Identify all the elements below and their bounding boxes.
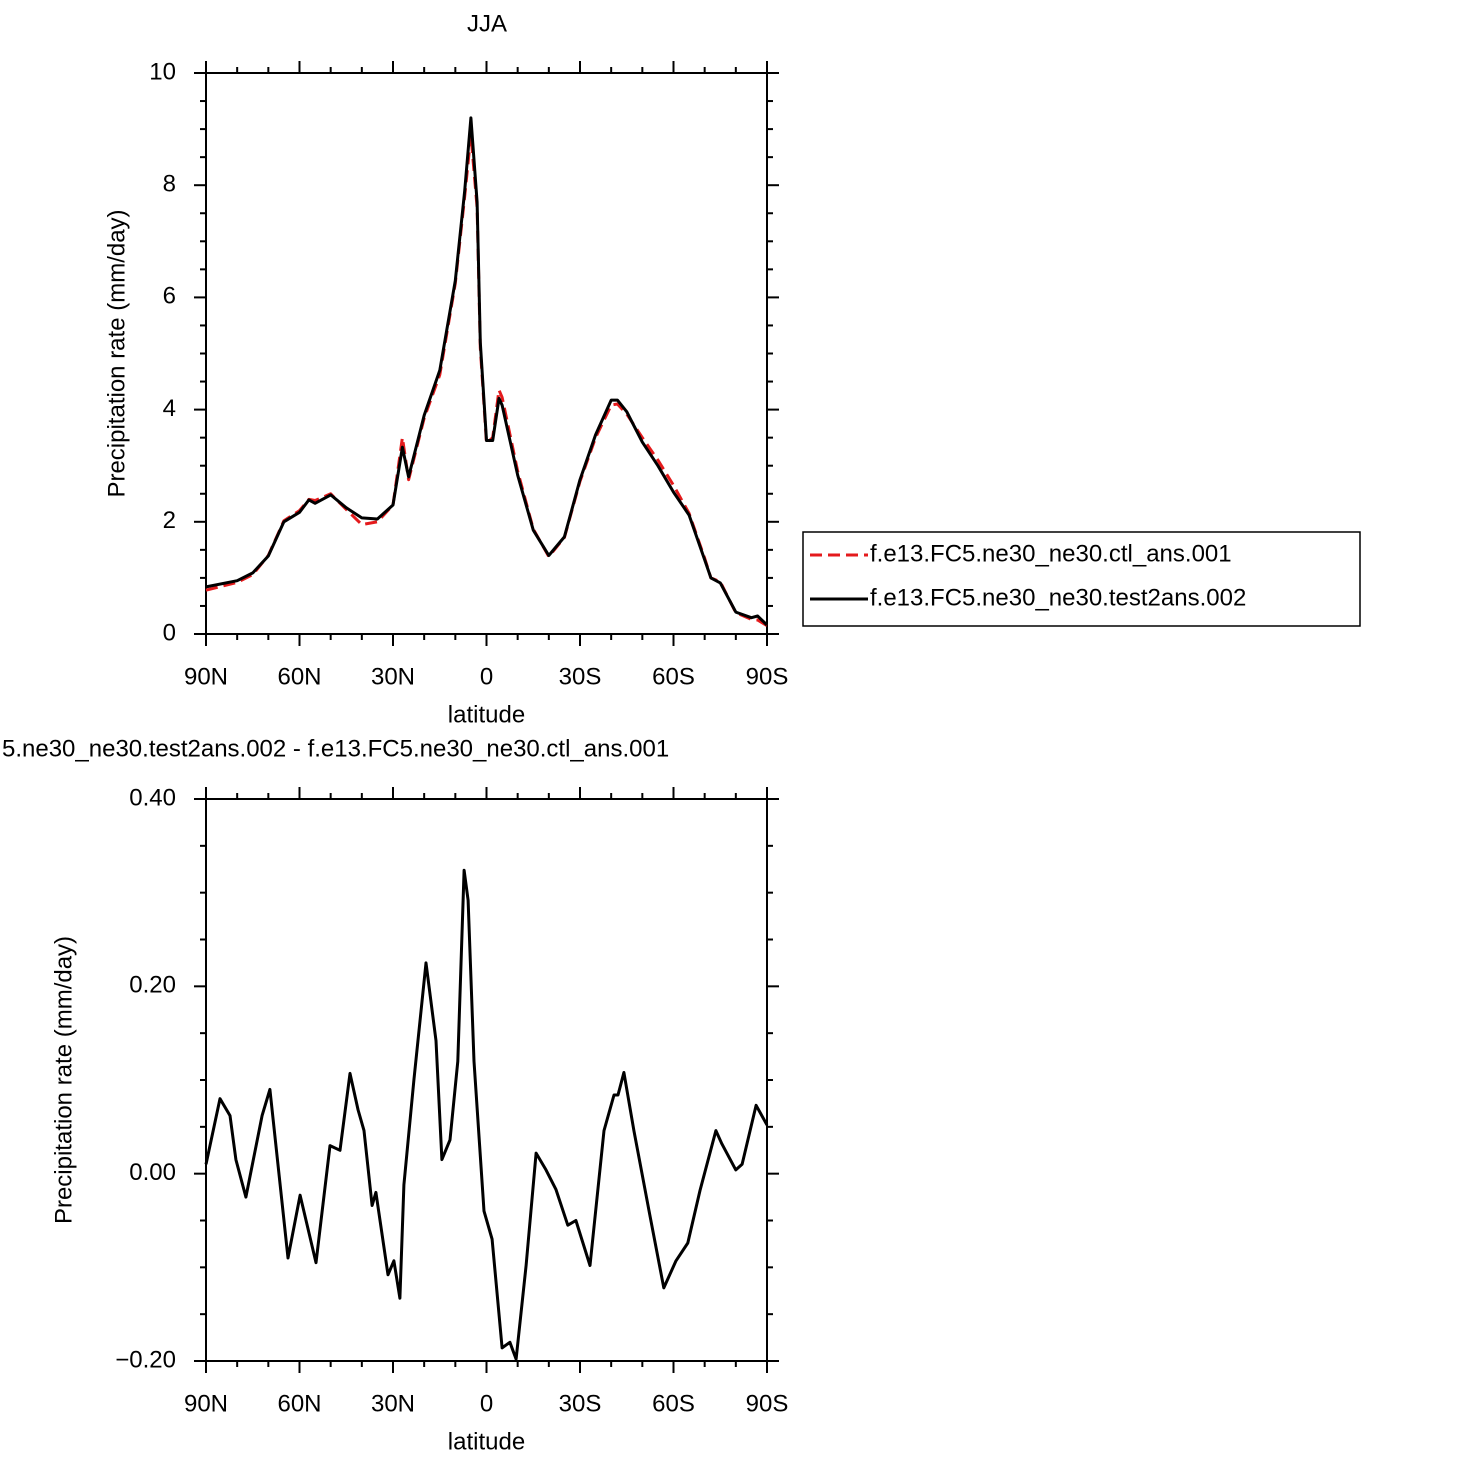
x-tick-label: 90N bbox=[184, 1390, 228, 1417]
y-tick-label: 0 bbox=[163, 619, 176, 646]
chart-title: JJA bbox=[467, 10, 507, 37]
x-tick-label: 30S bbox=[559, 1390, 602, 1417]
y-tick-label: 6 bbox=[163, 283, 176, 310]
x-tick-label: 90N bbox=[184, 663, 228, 690]
x-tick-label: 0 bbox=[480, 1390, 493, 1417]
y-axis-label: Precipitation rate (mm/day) bbox=[103, 209, 130, 497]
y-tick-label: 8 bbox=[163, 171, 176, 198]
chart-title: 5.ne30_ne30.test2ans.002 - f.e13.FC5.ne3… bbox=[2, 735, 669, 762]
data-line bbox=[205, 116, 769, 627]
x-tick-label: 0 bbox=[480, 663, 493, 690]
plot-frame bbox=[205, 72, 768, 635]
x-tick-label: 30N bbox=[371, 663, 415, 690]
y-tick-label: −0.20 bbox=[115, 1346, 176, 1373]
plot-frame bbox=[205, 798, 768, 1362]
x-tick-label: 60N bbox=[277, 1390, 321, 1417]
data-line bbox=[204, 868, 769, 1361]
y-tick-label: 0.00 bbox=[129, 1159, 176, 1186]
y-tick-label: 0.20 bbox=[129, 972, 176, 999]
legend-label: f.e13.FC5.ne30_ne30.test2ans.002 bbox=[870, 584, 1246, 611]
y-tick-label: 10 bbox=[149, 58, 176, 85]
x-tick-label: 90S bbox=[746, 663, 789, 690]
y-tick-label: 0.40 bbox=[129, 784, 176, 811]
legend-label: f.e13.FC5.ne30_ne30.ctl_ans.001 bbox=[870, 540, 1232, 567]
legend-box bbox=[802, 531, 1361, 627]
data-line bbox=[205, 133, 768, 627]
x-tick-label: 30N bbox=[371, 1390, 415, 1417]
y-tick-label: 4 bbox=[163, 395, 176, 422]
x-tick-label: 90S bbox=[746, 1390, 789, 1417]
y-tick-label: 2 bbox=[163, 507, 176, 534]
x-axis-label: latitude bbox=[448, 701, 525, 728]
x-tick-label: 60N bbox=[277, 663, 321, 690]
x-tick-label: 30S bbox=[559, 663, 602, 690]
x-axis-label: latitude bbox=[448, 1428, 525, 1455]
x-tick-label: 60S bbox=[652, 1390, 695, 1417]
y-axis-label: Precipitation rate (mm/day) bbox=[50, 936, 77, 1224]
x-tick-label: 60S bbox=[652, 663, 695, 690]
